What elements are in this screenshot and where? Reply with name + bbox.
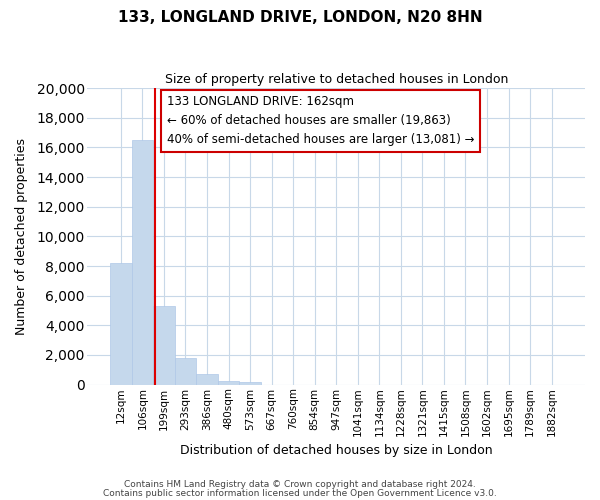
Text: 133 LONGLAND DRIVE: 162sqm
← 60% of detached houses are smaller (19,863)
40% of : 133 LONGLAND DRIVE: 162sqm ← 60% of deta…: [167, 96, 475, 146]
X-axis label: Distribution of detached houses by size in London: Distribution of detached houses by size …: [180, 444, 493, 458]
Text: Contains public sector information licensed under the Open Government Licence v3: Contains public sector information licen…: [103, 488, 497, 498]
Bar: [110, 263, 131, 384]
Bar: [153, 306, 175, 384]
Bar: [131, 140, 153, 384]
Bar: [218, 381, 239, 384]
Bar: [175, 358, 196, 384]
Text: Contains HM Land Registry data © Crown copyright and database right 2024.: Contains HM Land Registry data © Crown c…: [124, 480, 476, 489]
Title: Size of property relative to detached houses in London: Size of property relative to detached ho…: [164, 72, 508, 86]
Bar: [196, 374, 218, 384]
Y-axis label: Number of detached properties: Number of detached properties: [15, 138, 28, 335]
Text: 133, LONGLAND DRIVE, LONDON, N20 8HN: 133, LONGLAND DRIVE, LONDON, N20 8HN: [118, 10, 482, 25]
Bar: [239, 382, 261, 384]
